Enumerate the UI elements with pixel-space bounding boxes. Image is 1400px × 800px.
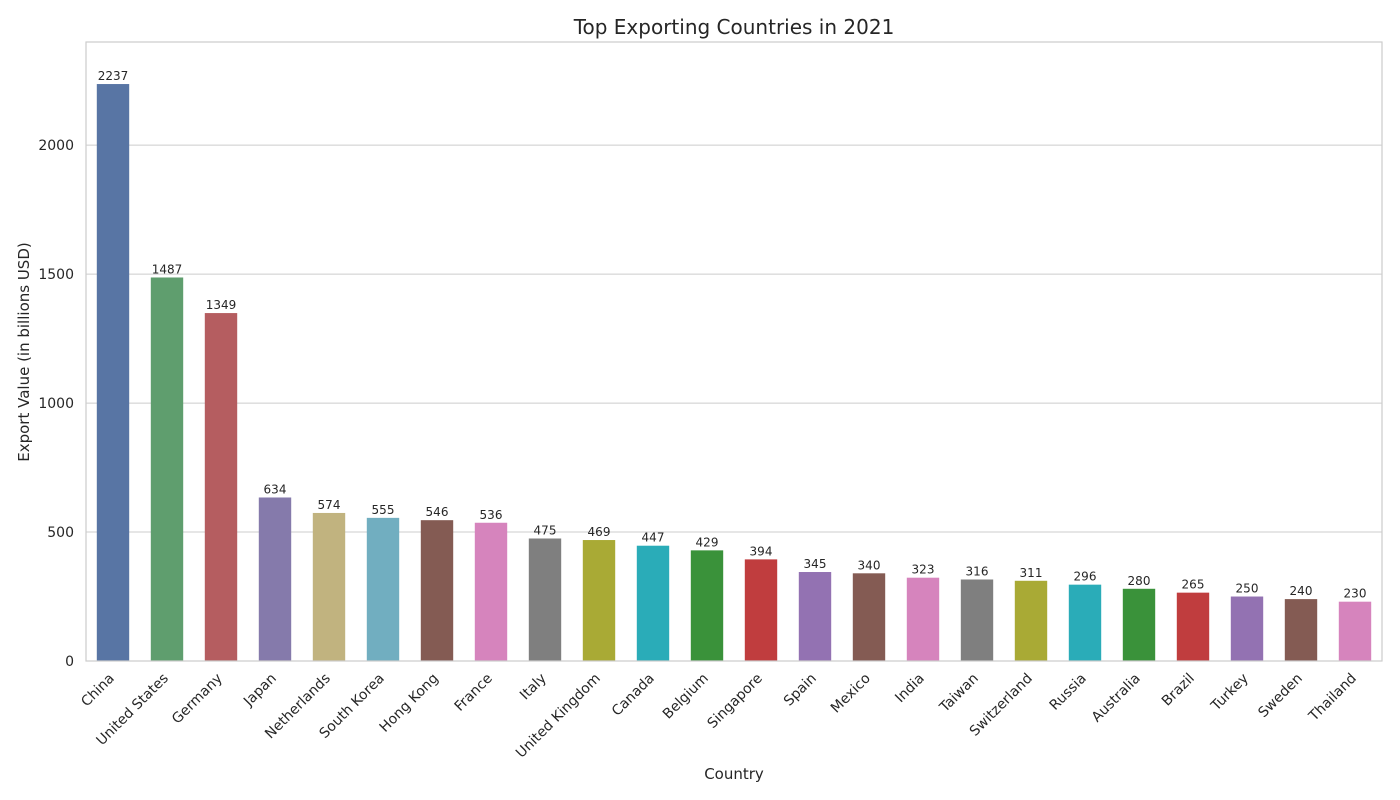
chart-title: Top Exporting Countries in 2021 <box>573 15 895 39</box>
bar-south-korea <box>366 517 400 661</box>
value-label: 1487 <box>152 262 183 276</box>
x-tick-label: Japan <box>240 671 280 711</box>
y-tick-label: 1500 <box>38 267 74 283</box>
x-tick-label: Spain <box>781 671 820 710</box>
value-label: 1349 <box>206 298 237 312</box>
value-label: 265 <box>1182 578 1205 592</box>
y-tick-label: 0 <box>65 654 74 670</box>
value-label: 323 <box>912 563 935 577</box>
bar-hong-kong <box>420 520 454 661</box>
x-tick-label: Italy <box>517 671 550 704</box>
x-tick-label: Belgium <box>660 671 712 723</box>
value-label: 536 <box>480 508 503 522</box>
x-tick-label: India <box>892 671 928 707</box>
y-tick-labels: 0 500 1000 1500 2000 <box>38 138 74 670</box>
value-label: 316 <box>966 564 989 578</box>
x-tick-label: Brazil <box>1159 671 1198 710</box>
bar-brazil <box>1176 592 1210 661</box>
x-tick-label: Hong Kong <box>377 671 442 736</box>
x-tick-label: Russia <box>1047 671 1090 714</box>
value-label: 475 <box>534 523 557 537</box>
value-label: 555 <box>372 503 395 517</box>
y-tick-label: 2000 <box>38 138 74 154</box>
x-tick-label: Taiwan <box>936 671 982 717</box>
value-labels: 2237 1487 1349 634 574 555 546 536 475 469 447 429 3… <box>98 69 1367 601</box>
value-label: 447 <box>642 531 665 545</box>
value-label: 574 <box>318 498 341 512</box>
x-tick-label: Australia <box>1089 671 1144 726</box>
bar-japan <box>258 497 292 661</box>
x-tick-label: France <box>452 671 496 715</box>
bar-china <box>96 84 130 662</box>
bar-switzerland <box>1014 580 1048 661</box>
bar-spain <box>798 572 832 661</box>
value-label: 250 <box>1236 582 1259 596</box>
bar-netherlands <box>312 512 346 661</box>
bar-turkey <box>1230 596 1264 661</box>
grid-lines <box>86 144 1382 533</box>
bar-thailand <box>1338 601 1372 661</box>
value-label: 340 <box>858 558 881 572</box>
y-axis-label: Export Value (in billions USD) <box>15 242 33 462</box>
value-label: 469 <box>588 525 611 539</box>
bar-united-kingdom <box>582 540 616 661</box>
x-tick-label: Thailand <box>1305 671 1360 726</box>
bar-russia <box>1068 584 1102 661</box>
value-label: 345 <box>804 557 827 571</box>
bar-france <box>474 522 508 661</box>
x-tick-label: Mexico <box>828 671 874 717</box>
value-label: 280 <box>1128 574 1151 588</box>
bar-sweden <box>1284 599 1318 661</box>
bar-italy <box>528 538 562 661</box>
value-label: 634 <box>264 482 287 496</box>
bars <box>96 84 1372 662</box>
x-axis-label: Country <box>704 765 764 783</box>
x-tick-label: Singapore <box>705 671 766 732</box>
value-label: 311 <box>1020 566 1043 580</box>
bar-germany <box>204 313 238 661</box>
value-label: 240 <box>1290 584 1313 598</box>
bar-belgium <box>690 550 724 661</box>
value-label: 546 <box>426 505 449 519</box>
y-tick-label: 500 <box>47 525 74 541</box>
bar-canada <box>636 545 670 661</box>
x-tick-label: Canada <box>609 671 658 720</box>
y-tick-label: 1000 <box>38 396 74 412</box>
x-tick-label: Turkey <box>1208 671 1252 715</box>
bar-mexico <box>852 573 886 661</box>
value-label: 230 <box>1344 587 1367 601</box>
value-label: 2237 <box>98 69 129 83</box>
x-tick-label: China <box>78 671 118 711</box>
x-tick-label: Sweden <box>1255 671 1305 721</box>
bar-united-states <box>150 277 184 661</box>
bar-australia <box>1122 588 1156 661</box>
bar-singapore <box>744 559 778 661</box>
value-label: 394 <box>750 544 773 558</box>
value-label: 429 <box>696 535 719 549</box>
bar-india <box>906 577 940 661</box>
plot-frame <box>85 41 1383 662</box>
value-label: 296 <box>1074 570 1097 584</box>
bar-taiwan <box>960 579 994 661</box>
x-tick-label: Germany <box>169 671 226 728</box>
